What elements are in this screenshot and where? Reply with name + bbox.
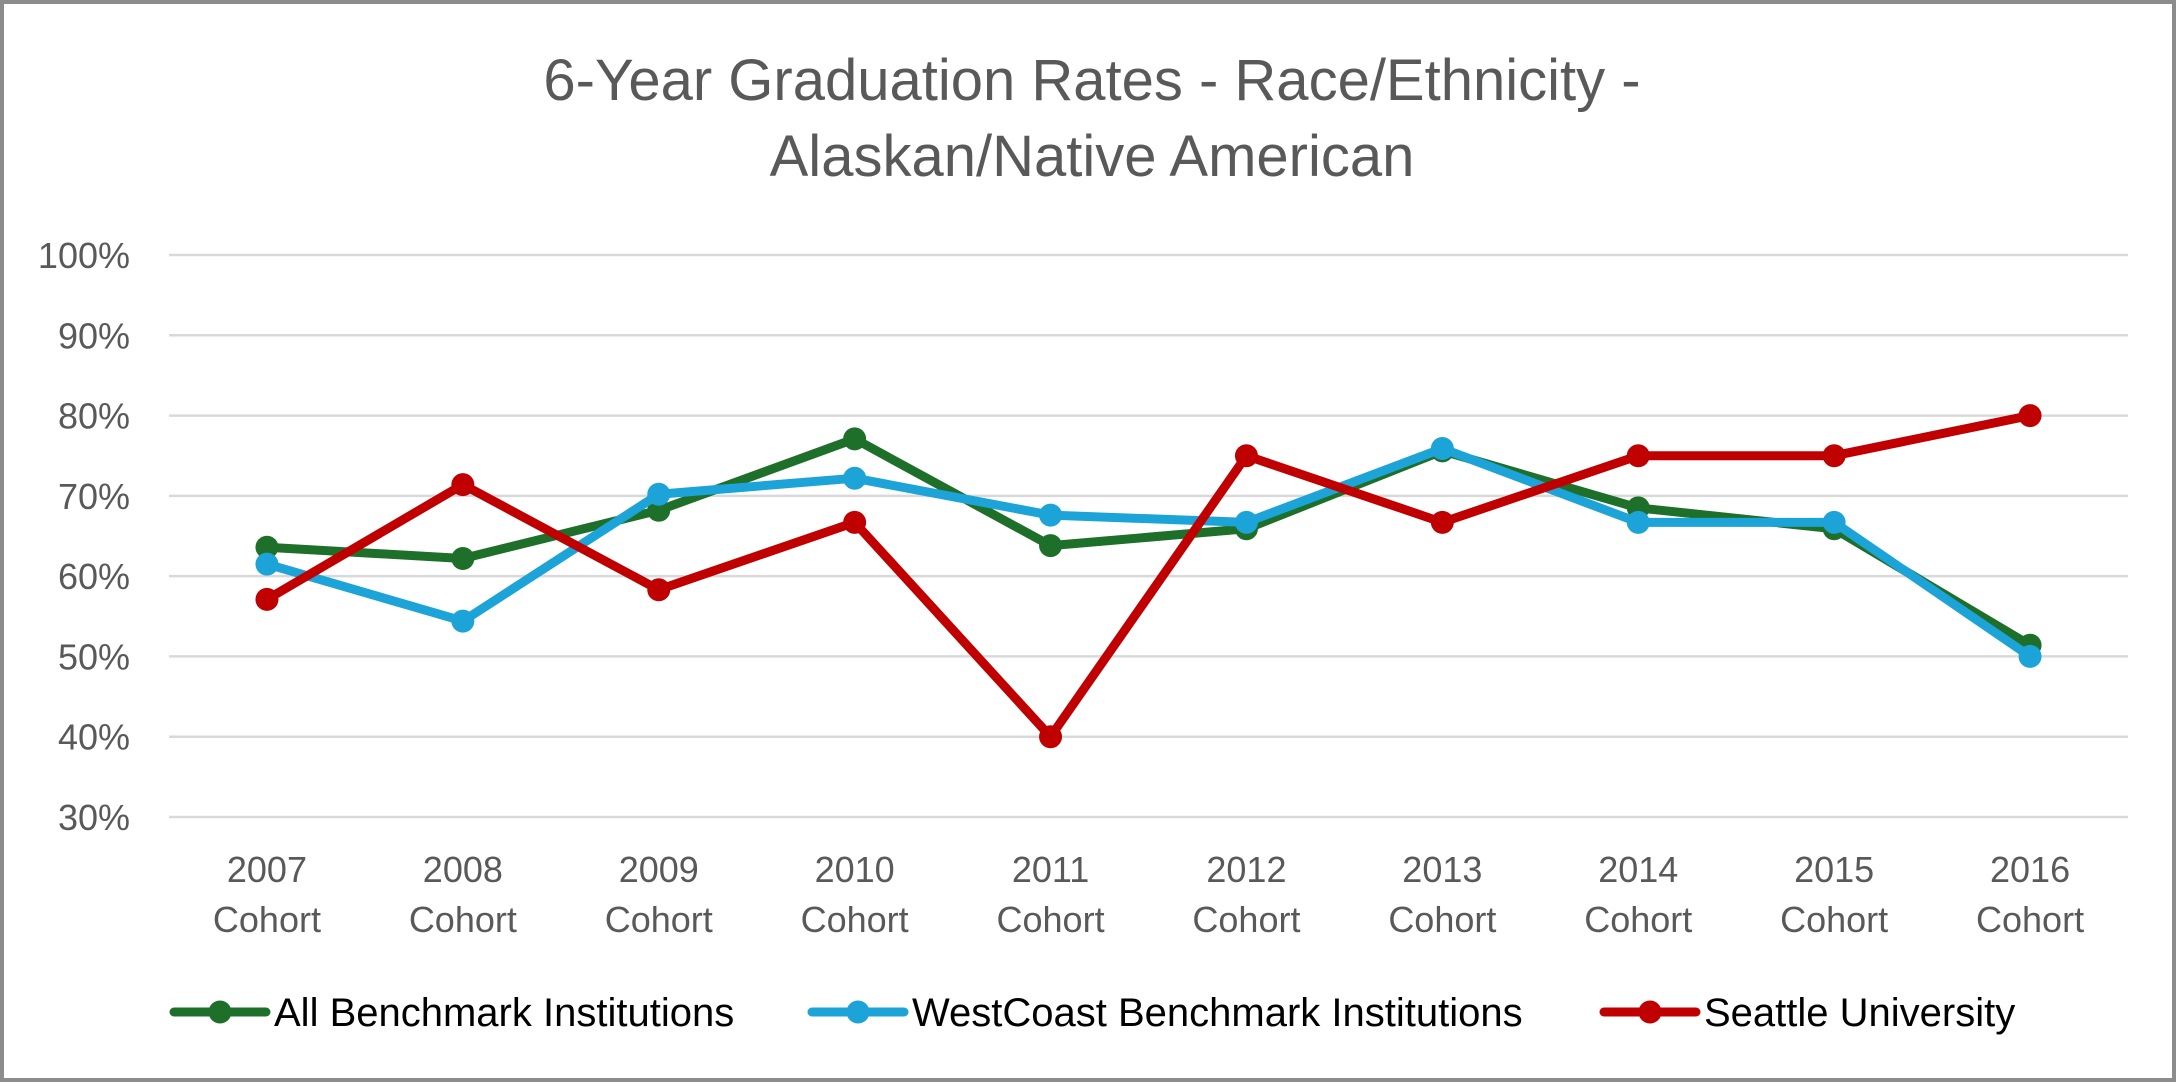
line-chart: 6-Year Graduation Rates - Race/Ethnicity… (38, 48, 2128, 1035)
legend: All Benchmark Institutions WestCoast Benc… (169, 991, 2015, 1035)
y-tick-label: 40% (58, 717, 130, 758)
y-tick-label: 70% (58, 476, 130, 517)
x-tick-label: 2015 (1794, 849, 1874, 890)
data-point (1822, 510, 1846, 534)
x-tick-label: 2014 (1598, 849, 1678, 890)
data-point (255, 587, 279, 611)
x-tick-label: Cohort (1976, 899, 2084, 940)
x-tick-label: Cohort (801, 899, 909, 940)
chart-title: 6-Year Graduation Rates - Race/Ethnicity… (543, 48, 1640, 189)
data-point (647, 578, 671, 602)
data-point (1626, 444, 1650, 468)
data-point (255, 535, 279, 559)
data-point (255, 552, 279, 576)
data-point (1430, 510, 1454, 534)
x-tick-label: 2007 (227, 849, 307, 890)
legend-marker-swatch (1638, 1000, 1662, 1024)
data-point (1822, 444, 1846, 468)
data-point (647, 498, 671, 522)
x-tick-label: 2010 (815, 849, 895, 890)
data-point (1039, 534, 1063, 558)
legend-item: Seattle University (1599, 991, 2015, 1035)
data-point (2018, 404, 2042, 428)
data-point (647, 482, 671, 506)
x-tick-label: Cohort (1584, 899, 1692, 940)
series-line (262, 443, 2035, 661)
legend-label: Seattle University (1704, 991, 2015, 1035)
y-tick-label: 90% (58, 315, 130, 356)
data-series (255, 404, 2042, 749)
x-tick-label: Cohort (997, 899, 1105, 940)
data-point (1039, 503, 1063, 527)
series-line (262, 434, 2035, 650)
legend-item: WestCoast Benchmark Institutions (807, 991, 1523, 1035)
data-point (2018, 644, 2042, 668)
x-tick-label: Cohort (1388, 899, 1496, 940)
series-westcoast-benchmark-institutions (255, 436, 2042, 668)
x-tick-label: 2008 (423, 849, 503, 890)
legend-marker-swatch (208, 1000, 232, 1024)
data-point (1234, 510, 1258, 534)
data-point (1626, 510, 1650, 534)
y-tick-label: 50% (58, 636, 130, 677)
x-axis: 2007 Cohort 2008 Cohort 2009 Cohort 2010 Cohort… (213, 849, 2084, 940)
legend-label: WestCoast Benchmark Institutions (912, 991, 1523, 1035)
x-tick-label: 2011 (1012, 849, 1089, 890)
data-point (451, 473, 475, 497)
data-point (843, 466, 867, 490)
data-point (843, 427, 867, 451)
x-tick-label: 2012 (1206, 849, 1286, 890)
x-tick-label: 2016 (1990, 849, 2070, 890)
y-tick-label: 100% (38, 235, 130, 276)
y-tick-label: 80% (58, 396, 130, 437)
x-tick-label: Cohort (213, 899, 321, 940)
x-tick-label: Cohort (1780, 899, 1888, 940)
chart-title-line-1: 6-Year Graduation Rates - Race/Ethnicity… (543, 48, 1640, 113)
legend-label: All Benchmark Institutions (274, 991, 734, 1035)
series-line (262, 411, 2035, 742)
y-axis: 30% 40% 50% 60% 70% 80% 90% 100% (38, 235, 130, 838)
gridlines (169, 253, 2128, 819)
x-tick-label: 2009 (619, 849, 699, 890)
y-tick-label: 30% (58, 797, 130, 838)
legend-item: All Benchmark Institutions (169, 991, 734, 1035)
y-tick-label: 60% (58, 556, 130, 597)
data-point (1234, 444, 1258, 468)
data-point (1430, 436, 1454, 460)
chart-title-line-2: Alaskan/Native American (770, 124, 1415, 189)
data-point (451, 546, 475, 570)
data-point (1039, 725, 1063, 749)
series-all-benchmark-institutions (255, 427, 2042, 657)
data-point (451, 609, 475, 633)
x-tick-label: Cohort (1192, 899, 1300, 940)
data-point (843, 510, 867, 534)
x-tick-label: Cohort (605, 899, 713, 940)
legend-marker-swatch (846, 1000, 870, 1024)
x-tick-label: 2013 (1402, 849, 1482, 890)
series-seattle-university (255, 404, 2042, 749)
x-tick-label: Cohort (409, 899, 517, 940)
